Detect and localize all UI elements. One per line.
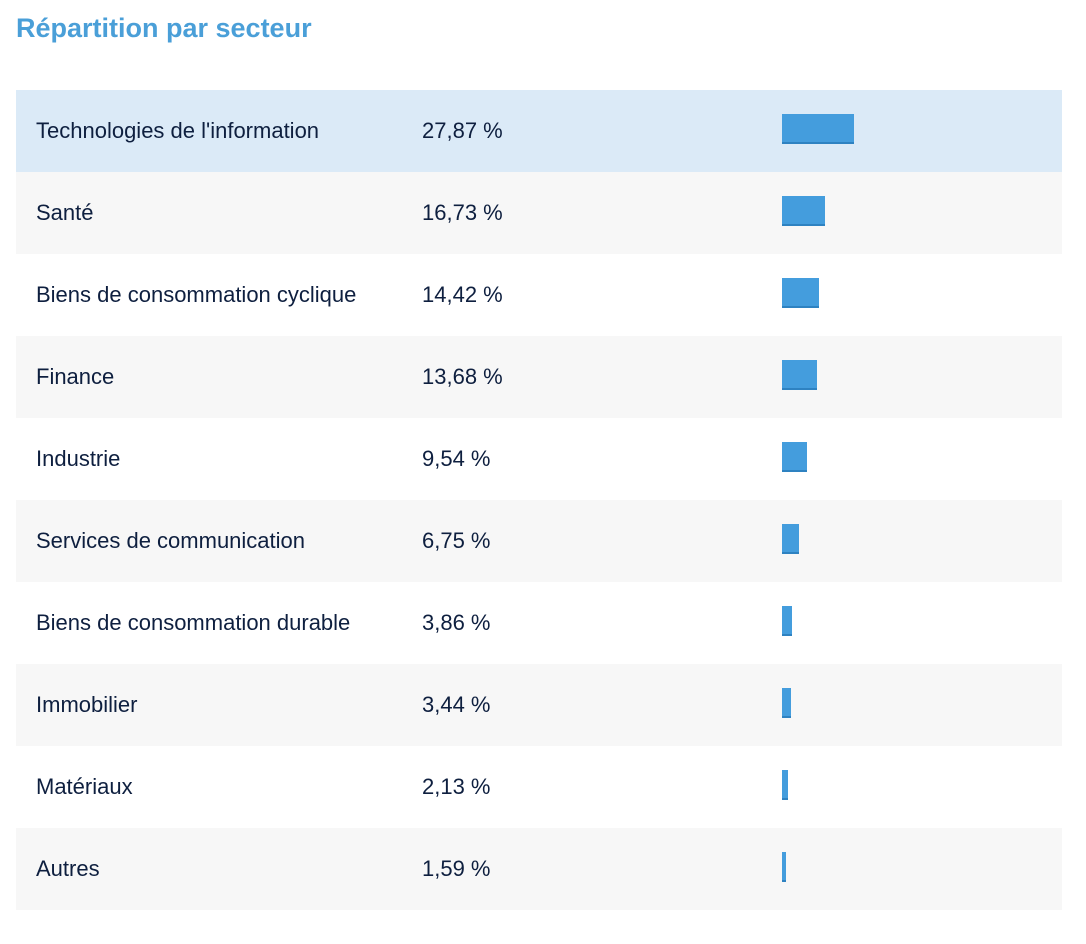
- sector-row[interactable]: Biens de consommation durable 3,86 %: [16, 582, 1062, 664]
- sector-percentage: 13,68 %: [422, 364, 503, 389]
- sector-bar: [782, 196, 825, 226]
- bar-track: [782, 196, 1042, 226]
- bar-track: [782, 606, 1042, 636]
- sector-percentage: 16,73 %: [422, 200, 503, 225]
- bar-track: [782, 278, 1042, 308]
- sector-name: Industrie: [36, 446, 121, 471]
- sector-percentage: 6,75 %: [422, 528, 491, 553]
- sector-name: Matériaux: [36, 774, 133, 799]
- sector-name: Santé: [36, 200, 94, 225]
- sector-percentage: 3,86 %: [422, 610, 491, 635]
- bar-track: [782, 688, 1042, 718]
- bar-track: [782, 360, 1042, 390]
- sector-bar: [782, 442, 807, 472]
- sector-bar: [782, 770, 788, 800]
- sector-row[interactable]: Technologies de l'information 27,87 %: [16, 90, 1062, 172]
- sector-row[interactable]: Industrie 9,54 %: [16, 418, 1062, 500]
- sector-percentage: 3,44 %: [422, 692, 491, 717]
- sector-name: Biens de consommation durable: [36, 610, 351, 635]
- sector-table: Technologies de l'information 27,87 % Sant…: [16, 90, 1062, 910]
- bar-track: [782, 524, 1042, 554]
- sector-row[interactable]: Autres 1,59 %: [16, 828, 1062, 910]
- sector-bar: [782, 524, 799, 554]
- sector-name: Autres: [36, 856, 100, 881]
- sector-percentage: 2,13 %: [422, 774, 491, 799]
- sector-percentage: 14,42 %: [422, 282, 503, 307]
- chart-title: Répartition par secteur: [16, 13, 312, 43]
- sector-bar: [782, 606, 792, 636]
- sector-name: Services de communication: [36, 528, 306, 553]
- sector-row[interactable]: Services de communication 6,75 %: [16, 500, 1062, 582]
- sector-bar: [782, 852, 786, 882]
- sector-percentage: 27,87 %: [422, 118, 503, 143]
- sector-row[interactable]: Biens de consommation cyclique 14,42 %: [16, 254, 1062, 336]
- bar-track: [782, 852, 1042, 882]
- sector-row[interactable]: Matériaux 2,13 %: [16, 746, 1062, 828]
- bar-track: [782, 770, 1042, 800]
- sector-bar: [782, 688, 791, 718]
- bar-track: [782, 114, 1042, 144]
- sector-name: Finance: [36, 364, 115, 389]
- sector-percentage: 9,54 %: [422, 446, 491, 471]
- bar-track: [782, 442, 1042, 472]
- sector-name: Technologies de l'information: [36, 118, 320, 143]
- sector-bar: [782, 114, 854, 144]
- sector-row[interactable]: Santé 16,73 %: [16, 172, 1062, 254]
- sector-row[interactable]: Immobilier 3,44 %: [16, 664, 1062, 746]
- sector-name: Biens de consommation cyclique: [36, 282, 357, 307]
- sector-percentage: 1,59 %: [422, 856, 491, 881]
- sector-name: Immobilier: [36, 692, 138, 717]
- sector-bar: [782, 360, 817, 390]
- sector-row[interactable]: Finance 13,68 %: [16, 336, 1062, 418]
- sector-bar: [782, 278, 819, 308]
